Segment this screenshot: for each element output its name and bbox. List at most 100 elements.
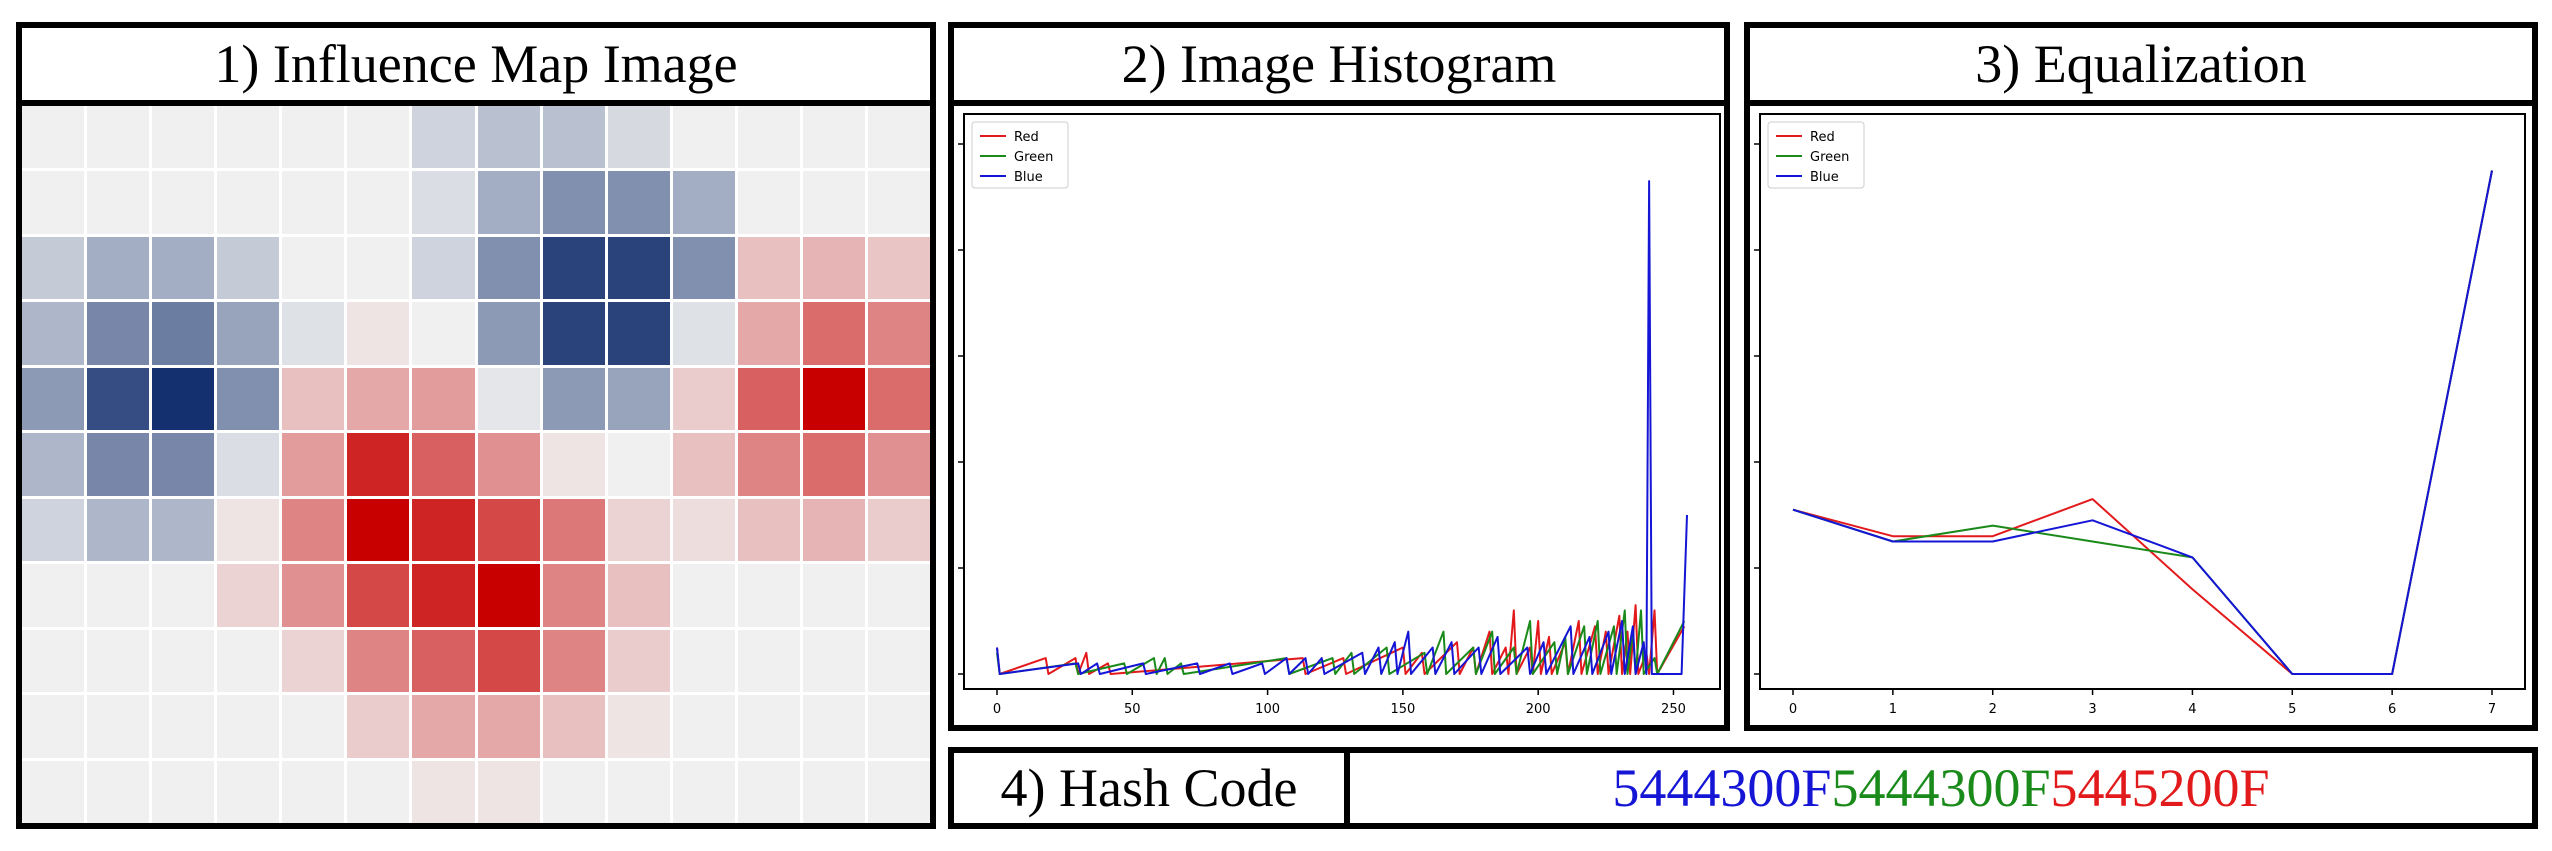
hash-part-red: 5445200F [2050,758,2270,818]
heatmap-cell [542,695,605,758]
heatmap-cell [672,564,735,627]
heatmap-cell [737,433,800,496]
heatmap-cell [672,106,735,169]
heatmap-cell [802,433,865,496]
heatmap-cell [607,106,670,169]
legend-label: Red [1810,130,1835,145]
heatmap-cell [477,564,540,627]
heatmap-cell [672,760,735,823]
heatmap-cell [22,367,85,431]
heatmap-cell [737,106,800,169]
chart-legend: Red Green Blue [971,121,1069,189]
heatmap-cell [217,564,280,627]
heatmap-cell [412,498,475,562]
heatmap-cell [737,498,800,562]
heatmap-cell [802,236,865,300]
heatmap-cell [737,367,800,431]
hash-part-blue: 5444300F [1612,758,1832,818]
heatmap-cell [347,695,410,758]
heatmap-cell [412,367,475,431]
heatmap-cell [477,171,540,234]
heatmap-cell [737,695,800,758]
heatmap-cell [802,760,865,823]
heatmap-cell [672,367,735,431]
histogram-title: 2) Image Histogram [954,28,1724,106]
heatmap-cell [22,760,85,823]
heatmap-cell [802,629,865,693]
heatmap-cell [867,760,930,823]
histogram-chart: 0 50 100 150 200 250 Red Green Blue [958,113,1721,717]
heatmap-cell [542,760,605,823]
heatmap-cell [737,302,800,365]
heatmap-cell [607,367,670,431]
heatmap-cell [542,498,605,562]
heatmap-cell [282,629,345,693]
heatmap-cell [802,106,865,169]
heatmap-cell [217,433,280,496]
heatmap-cell [282,498,345,562]
heatmap-cell [412,171,475,234]
heatmap-cell [282,171,345,234]
x-tick-label: 4 [2188,702,2196,717]
x-tick-label: 50 [1124,702,1141,717]
heatmap-cell [542,171,605,234]
heatmap-cell [22,433,85,496]
heatmap-cell [282,367,345,431]
heatmap-cell [477,629,540,693]
heatmap-cell [477,236,540,300]
heatmap-cell [217,367,280,431]
heatmap-cell [152,302,215,365]
heatmap-cell [152,171,215,234]
heatmap-cell [22,236,85,300]
heatmap-cell [412,106,475,169]
plot-frame [1759,113,2526,690]
heatmap-cell [477,433,540,496]
heatmap-cell [347,106,410,169]
heatmap-cell [347,171,410,234]
heatmap-cell [607,498,670,562]
heatmap-cell [87,302,150,365]
influence-heatmap [22,106,930,823]
heatmap-cell [737,760,800,823]
x-tick-label: 0 [993,702,1001,717]
x-tick-label: 250 [1661,702,1686,717]
hash-code-value: 5444300F 5444300F 5445200F [1350,753,2532,823]
equalization-title: 3) Equalization [1750,28,2532,106]
heatmap-cell [347,367,410,431]
heatmap-cell [607,695,670,758]
heatmap-cell [607,629,670,693]
legend-box [1767,121,1865,189]
heatmap-cell [412,236,475,300]
heatmap-cell [87,106,150,169]
heatmap-cell [542,629,605,693]
heatmap-cell [22,695,85,758]
heatmap-cell [347,498,410,562]
heatmap-cell [282,302,345,365]
heatmap-cell [867,695,930,758]
x-tick-label: 6 [2388,702,2396,717]
heatmap-cell [152,629,215,693]
heatmap-cell [87,629,150,693]
heatmap-cell [347,302,410,365]
heatmap-cell [477,695,540,758]
heatmap-cell [802,367,865,431]
heatmap-cell [477,302,540,365]
heatmap-cell [867,171,930,234]
equalization-panel: 3) Equalization 0 1 2 3 4 5 6 7 Red Green Blue [1744,22,2538,731]
x-tick-label: 3 [2088,702,2096,717]
heatmap-cell [802,302,865,365]
heatmap-cell [87,498,150,562]
heatmap-cell [412,629,475,693]
legend-label: Red [1014,130,1039,145]
influence-map-panel: 1) Influence Map Image [16,22,936,829]
heatmap-cell [867,236,930,300]
heatmap-cell [217,302,280,365]
heatmap-cell [152,695,215,758]
heatmap-cell [282,760,345,823]
heatmap-cell [802,171,865,234]
heatmap-cell [672,498,735,562]
legend-label: Blue [1810,170,1839,185]
heatmap-cell [347,433,410,496]
heatmap-cell [217,629,280,693]
histogram-panel: 2) Image Histogram 0 50 100 150 200 250 Red Gre… [948,22,1730,731]
